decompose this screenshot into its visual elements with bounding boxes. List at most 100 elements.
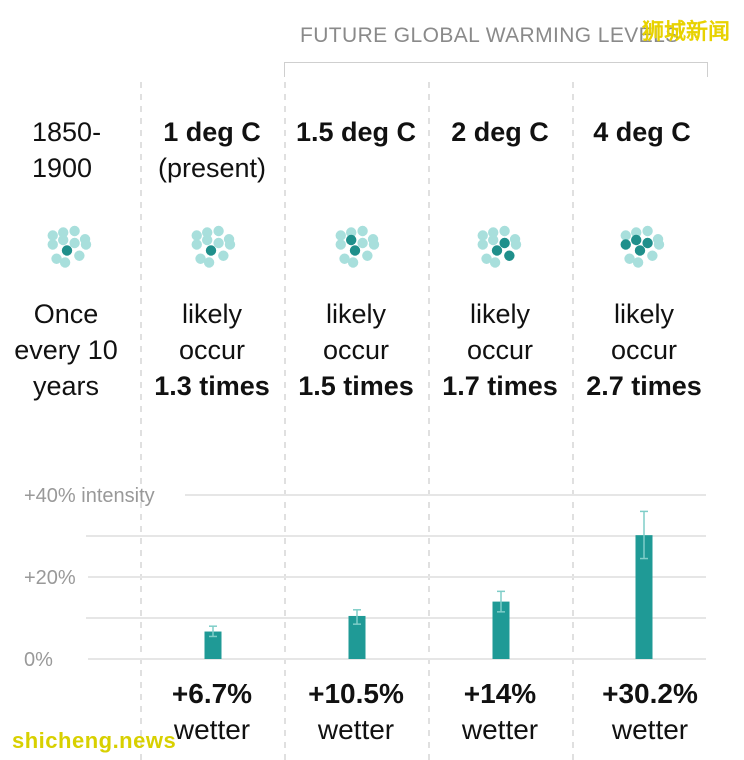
column-heading-bold-1: 1 deg C — [163, 117, 261, 147]
event-dot — [346, 227, 357, 238]
event-dot — [61, 245, 73, 256]
column-heading-4: 4 deg C — [572, 114, 712, 150]
wetter-label-1: wetter — [173, 714, 251, 745]
y-tick-label: +40% intensity — [24, 485, 155, 507]
wetter-4: +30.2% wetter — [580, 676, 720, 748]
frequency-1: likely occur 1.3 times — [142, 296, 282, 404]
event-dot — [335, 239, 346, 250]
frequency-times-1: 1.3 times — [154, 371, 270, 401]
bar-1-5-deg-c — [348, 615, 366, 659]
wetter-percent-2: +10.5% — [308, 678, 404, 709]
event-dot — [632, 257, 644, 268]
frequency-4: likely occur 2.7 times — [574, 296, 714, 404]
event-dot — [213, 237, 224, 249]
bar-4-deg-c — [635, 535, 653, 659]
event-dot — [489, 257, 501, 268]
event-dot — [634, 245, 646, 256]
frequency-text-1: likely occur — [178, 299, 246, 365]
frequency-times-4: 2.7 times — [586, 371, 702, 401]
event-dot — [624, 253, 635, 264]
event-dot — [202, 234, 213, 246]
event-dot — [362, 250, 373, 261]
event-dot — [195, 253, 206, 264]
event-dot — [504, 250, 515, 261]
event-dot — [499, 225, 510, 237]
wetter-percent-4: +30.2% — [602, 678, 698, 709]
event-dot — [477, 230, 488, 241]
frequency-text-4: likely occur — [610, 299, 678, 365]
event-dot — [642, 225, 653, 237]
frequency-2: likely occur 1.5 times — [286, 296, 426, 404]
event-dot — [74, 250, 85, 261]
event-dot — [349, 245, 361, 256]
event-dot — [631, 227, 642, 238]
event-dot — [357, 225, 368, 237]
event-dot — [368, 239, 380, 250]
column-heading-0: 1850- 1900 — [32, 114, 172, 186]
event-dot — [481, 253, 492, 264]
frequency-text-2: likely occur — [322, 299, 390, 365]
frequency-times-3: 1.7 times — [442, 371, 558, 401]
event-dot — [58, 234, 69, 246]
event-dot — [213, 225, 224, 237]
event-dot — [653, 239, 665, 250]
event-dot — [51, 253, 62, 264]
column-heading-normal-0: 1850- 1900 — [32, 117, 102, 183]
event-dot — [357, 237, 368, 249]
column-heading-bold-3: 2 deg C — [451, 117, 549, 147]
event-dot — [491, 245, 503, 256]
event-dot — [58, 227, 69, 238]
future-bracket — [284, 62, 708, 77]
event-dot — [47, 230, 58, 241]
event-dot — [205, 245, 217, 256]
y-tick-label: +20% — [24, 567, 76, 589]
wetter-percent-1: +6.7% — [171, 678, 253, 709]
future-warming-label: FUTURE GLOBAL WARMING LEVELS — [300, 24, 680, 47]
event-dot — [477, 239, 488, 250]
event-dot — [59, 257, 71, 268]
event-dot — [642, 237, 653, 249]
event-dot — [224, 239, 236, 250]
watermark-top: 狮城新闻 — [641, 19, 730, 44]
frequency-text-0: Once every 10 years — [14, 299, 118, 401]
event-dot — [335, 230, 346, 241]
event-dot — [510, 239, 522, 250]
frequency-text-3: likely occur — [466, 299, 534, 365]
frequency-0: Once every 10 years — [0, 296, 136, 404]
column-heading-1: 1 deg C (present) — [142, 114, 282, 186]
wetter-percent-3: +14% — [463, 678, 537, 709]
event-dot — [218, 250, 229, 261]
wetter-label-3: wetter — [461, 714, 539, 745]
event-dot — [347, 257, 359, 268]
event-dot — [80, 239, 92, 250]
event-dot — [488, 234, 499, 246]
column-heading-bold-2: 1.5 deg C — [295, 117, 417, 147]
wetter-3: +14% wetter — [430, 676, 570, 748]
bar-2-deg-c — [492, 601, 510, 659]
event-dot — [499, 237, 510, 249]
event-dot — [620, 239, 631, 250]
wetter-1: +6.7% wetter — [142, 676, 282, 748]
event-dot — [339, 253, 350, 264]
column-heading-bold-4: 4 deg C — [593, 117, 691, 147]
wetter-label-2: wetter — [317, 714, 395, 745]
watermark-bottom: shicheng.news — [12, 728, 177, 753]
wetter-2: +10.5% wetter — [286, 676, 426, 748]
event-dot — [47, 239, 58, 250]
event-dot — [647, 250, 658, 261]
bar-1-deg-c — [204, 631, 222, 659]
event-dot — [620, 230, 631, 241]
event-dot — [191, 230, 202, 241]
event-dot — [203, 257, 215, 268]
event-dot — [69, 237, 80, 249]
frequency-times-2: 1.5 times — [298, 371, 414, 401]
event-dot — [69, 225, 80, 237]
event-dot — [631, 234, 642, 246]
event-dot — [191, 239, 202, 250]
event-dot — [346, 234, 357, 246]
column-heading-normal-1: (present) — [157, 153, 267, 183]
column-heading-3: 2 deg C — [430, 114, 570, 150]
column-heading-2: 1.5 deg C — [286, 114, 426, 150]
wetter-label-4: wetter — [611, 714, 689, 745]
